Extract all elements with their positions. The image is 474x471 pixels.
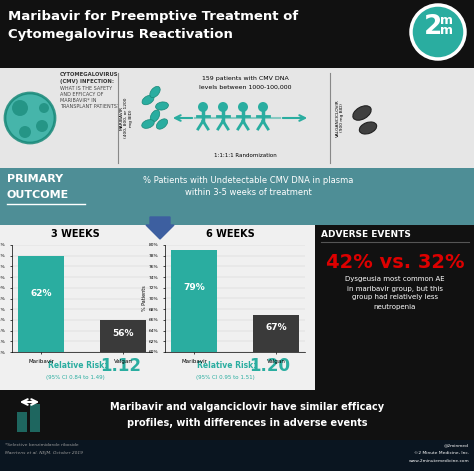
Text: m: m <box>440 14 454 26</box>
FancyBboxPatch shape <box>0 168 474 225</box>
Text: 3 WEEKS: 3 WEEKS <box>51 229 100 239</box>
Text: Relative Risk:: Relative Risk: <box>197 362 259 371</box>
Text: 79%: 79% <box>183 283 205 292</box>
Bar <box>100 320 146 471</box>
Circle shape <box>411 5 465 59</box>
Text: within 3-5 weeks of treatment: within 3-5 weeks of treatment <box>185 188 311 197</box>
Text: 1.12: 1.12 <box>100 357 141 375</box>
Text: WHAT IS THE SAFETY: WHAT IS THE SAFETY <box>60 86 112 91</box>
FancyBboxPatch shape <box>30 404 40 432</box>
Circle shape <box>218 102 228 112</box>
FancyBboxPatch shape <box>0 440 474 471</box>
Text: 2: 2 <box>424 14 442 40</box>
Text: % Patients with Undetectable CMV DNA in plasma: % Patients with Undetectable CMV DNA in … <box>143 176 353 185</box>
FancyBboxPatch shape <box>0 225 315 390</box>
Ellipse shape <box>150 110 160 122</box>
Text: *Selective benzimidarole riboside: *Selective benzimidarole riboside <box>5 443 79 447</box>
Circle shape <box>39 103 49 113</box>
Circle shape <box>12 100 28 116</box>
Text: @2minmed: @2minmed <box>444 443 469 447</box>
Text: m: m <box>440 24 454 38</box>
Ellipse shape <box>142 120 154 129</box>
Text: 6 WEEKS: 6 WEEKS <box>206 229 255 239</box>
Ellipse shape <box>359 122 377 134</box>
Bar <box>18 256 64 471</box>
Text: 42% vs. 32%: 42% vs. 32% <box>326 253 464 273</box>
Text: 56%: 56% <box>112 329 134 338</box>
FancyBboxPatch shape <box>0 68 474 168</box>
Circle shape <box>198 102 208 112</box>
Text: (95% CI 0.84 to 1.49): (95% CI 0.84 to 1.49) <box>46 375 104 381</box>
Ellipse shape <box>150 86 160 97</box>
Circle shape <box>258 102 268 112</box>
FancyBboxPatch shape <box>315 225 474 390</box>
Circle shape <box>19 126 31 138</box>
Bar <box>254 315 299 471</box>
Text: Relative Risk:: Relative Risk: <box>48 362 110 371</box>
Text: VALGANCICLOVIR
(900 mg BID): VALGANCICLOVIR (900 mg BID) <box>336 99 344 137</box>
Text: PRIMARY: PRIMARY <box>7 174 63 184</box>
Text: MARIBAVIR
(400, 800, or 1200
mg BID): MARIBAVIR (400, 800, or 1200 mg BID) <box>119 98 133 138</box>
Text: 62%: 62% <box>30 289 52 298</box>
Ellipse shape <box>156 119 168 129</box>
Circle shape <box>5 93 55 143</box>
Text: 1:1:1:1 Randomization: 1:1:1:1 Randomization <box>214 153 276 158</box>
Text: levels between 1000-100,000: levels between 1000-100,000 <box>199 85 291 90</box>
Text: (95% CI 0.95 to 1.51): (95% CI 0.95 to 1.51) <box>196 375 255 381</box>
Text: 1.20: 1.20 <box>249 357 290 375</box>
Text: Maertens et al. NEJM. October 2019: Maertens et al. NEJM. October 2019 <box>5 451 83 455</box>
Text: MARIBAVIR* IN: MARIBAVIR* IN <box>60 98 97 103</box>
Circle shape <box>36 120 48 132</box>
Text: www.2minutemedicine.com: www.2minutemedicine.com <box>409 459 469 463</box>
FancyBboxPatch shape <box>0 390 474 440</box>
Text: AND EFFICACY OF: AND EFFICACY OF <box>60 92 103 97</box>
Text: Dysgeusia most common AE
in maribavir group, but this
group had relatively less
: Dysgeusia most common AE in maribavir gr… <box>345 276 445 309</box>
FancyBboxPatch shape <box>0 0 474 68</box>
FancyArrow shape <box>146 217 174 239</box>
Y-axis label: % Patients: % Patients <box>142 285 147 311</box>
Text: Maribavir and valganciclovir have similar efficacy: Maribavir and valganciclovir have simila… <box>110 402 384 412</box>
FancyBboxPatch shape <box>17 412 27 432</box>
Text: (CMV) INFECTION:: (CMV) INFECTION: <box>60 79 114 84</box>
Text: TRANSPLANT PATIENTS?: TRANSPLANT PATIENTS? <box>60 104 119 109</box>
Text: OUTCOME: OUTCOME <box>7 190 69 200</box>
Text: 67%: 67% <box>265 324 287 333</box>
Ellipse shape <box>353 106 371 120</box>
Text: Cytomegalovirus Reactivation: Cytomegalovirus Reactivation <box>8 28 233 41</box>
Ellipse shape <box>155 102 168 110</box>
Text: 159 patients with CMV DNA: 159 patients with CMV DNA <box>201 76 288 81</box>
Text: Maribavir for Preemptive Treatment of: Maribavir for Preemptive Treatment of <box>8 10 298 23</box>
FancyBboxPatch shape <box>0 0 474 4</box>
Text: profiles, with differences in adverse events: profiles, with differences in adverse ev… <box>127 418 367 428</box>
Text: CYTOMEGALOVIRUS: CYTOMEGALOVIRUS <box>60 72 118 77</box>
Text: ©2 Minute Medicine, Inc.: ©2 Minute Medicine, Inc. <box>414 451 469 455</box>
Text: ADVERSE EVENTS: ADVERSE EVENTS <box>321 230 411 239</box>
Ellipse shape <box>142 95 154 105</box>
Bar <box>172 251 217 471</box>
Circle shape <box>238 102 248 112</box>
